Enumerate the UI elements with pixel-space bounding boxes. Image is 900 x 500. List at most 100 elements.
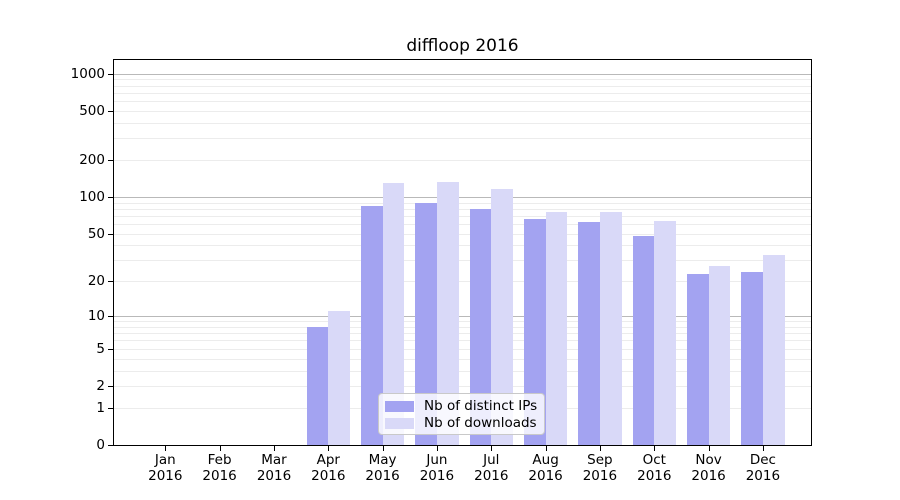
- gridline: [114, 333, 811, 335]
- x-tick-label: Jan 2016: [133, 452, 197, 484]
- y-tick-label: 0: [96, 437, 105, 453]
- x-tick-label-year: 2016: [256, 468, 292, 484]
- x-tick-label: Aug 2016: [514, 452, 578, 484]
- x-tick-label-year: 2016: [419, 468, 455, 484]
- x-tick-label-year: 2016: [582, 468, 618, 484]
- gridline: [114, 233, 811, 235]
- legend-label-distinct-ips: Nb of distinct IPs: [424, 398, 538, 414]
- y-tick-label: 20: [87, 273, 105, 290]
- bar-ips-nov: [686, 274, 709, 445]
- y-tick-label: 200: [79, 151, 105, 168]
- x-tick-label-month: Nov: [695, 452, 722, 468]
- x-tick-label-year: 2016: [365, 468, 400, 484]
- y-tick: [108, 110, 113, 112]
- bar-downloads-jun: [436, 181, 459, 445]
- x-tick-label: Nov 2016: [677, 452, 741, 484]
- y-tick: [108, 233, 113, 235]
- gridline: [114, 385, 811, 387]
- x-tick-label-year: 2016: [691, 468, 726, 484]
- x-tick-label-year: 2016: [311, 468, 346, 484]
- gridline: [114, 122, 811, 124]
- x-tick-label-month: Oct: [642, 452, 666, 468]
- bar-ips-jul: [469, 209, 492, 445]
- x-tick-label: Feb 2016: [188, 452, 252, 484]
- legend-item-distinct-ips: Nb of distinct IPs: [385, 398, 537, 415]
- legend-swatch-downloads-icon: [385, 418, 414, 429]
- y-tick: [108, 348, 113, 350]
- x-tick: [654, 446, 656, 451]
- bar-downloads-dec: [762, 255, 785, 445]
- gridline: [114, 85, 811, 87]
- x-tick-label: Oct 2016: [622, 452, 686, 484]
- bar-downloads-oct: [654, 220, 676, 445]
- gridline: [114, 321, 811, 323]
- x-tick-label-month: Apr: [316, 452, 340, 468]
- x-tick-label-month: Jan: [154, 452, 176, 468]
- bar-ips-apr: [306, 326, 329, 445]
- x-tick: [274, 446, 276, 451]
- x-tick: [545, 446, 547, 451]
- x-tick-label: Jun 2016: [405, 452, 469, 484]
- x-tick: [328, 446, 330, 451]
- bar-ips-aug: [523, 218, 546, 445]
- y-tick-label: 100: [79, 188, 105, 205]
- y-tick-label: 10: [87, 308, 105, 325]
- y-tick: [108, 316, 113, 318]
- x-tick-label-month: Feb: [207, 452, 232, 468]
- gridline: [114, 73, 811, 75]
- x-tick-label-year: 2016: [745, 468, 781, 484]
- x-tick-label: Apr 2016: [296, 452, 360, 484]
- x-tick-label-year: 2016: [148, 468, 183, 484]
- bar-downloads-jul: [491, 189, 513, 445]
- gridline: [114, 245, 811, 247]
- y-tick: [108, 73, 113, 75]
- bar-downloads-aug: [545, 211, 568, 445]
- gridline: [114, 340, 811, 342]
- gridline: [114, 101, 811, 102]
- gridline: [114, 358, 811, 360]
- gridline: [114, 138, 811, 140]
- y-tick-label: 1000: [70, 65, 105, 82]
- y-tick-label: 500: [79, 102, 105, 119]
- bar-ips-oct: [632, 235, 655, 445]
- y-tick: [108, 445, 113, 447]
- y-tick: [108, 281, 113, 283]
- x-tick: [599, 446, 602, 451]
- y-tick: [108, 196, 113, 199]
- gridline: [114, 215, 811, 217]
- gridline: [114, 326, 811, 328]
- x-tick: [708, 446, 710, 451]
- x-tick-label-year: 2016: [637, 468, 672, 484]
- x-tick-label-month: Sep: [587, 452, 613, 468]
- legend-item-downloads: Nb of downloads: [385, 415, 537, 432]
- x-tick-label-month: Mar: [261, 452, 287, 468]
- bar-ips-sep: [578, 222, 600, 445]
- x-tick-label-month: Aug: [532, 452, 559, 468]
- x-tick: [382, 446, 384, 451]
- bar-ips-dec: [741, 271, 763, 445]
- legend-swatch-distinct-ips-icon: [385, 401, 414, 412]
- bar-downloads-nov: [708, 265, 731, 445]
- x-tick: [491, 446, 493, 451]
- bar-ips-jun: [415, 202, 437, 445]
- gridline: [114, 159, 811, 161]
- legend-label-downloads: Nb of downloads: [424, 415, 537, 431]
- y-tick-label: 5: [96, 340, 105, 357]
- x-tick-label-month: Jun: [426, 452, 448, 468]
- x-tick-label-month: Dec: [749, 452, 776, 468]
- gridline: [114, 260, 811, 262]
- x-tick-label-year: 2016: [528, 468, 563, 484]
- gridline: [114, 196, 811, 198]
- legend: Nb of distinct IPs Nb of downloads: [378, 393, 545, 435]
- bar-downloads-sep: [599, 212, 622, 445]
- gridline: [114, 224, 811, 225]
- y-tick-label: 2: [96, 377, 105, 394]
- x-tick-label: Mar 2016: [242, 452, 306, 484]
- y-tick: [108, 385, 113, 388]
- x-tick: [436, 446, 439, 451]
- gridline: [114, 92, 811, 94]
- bar-ips-may: [360, 206, 383, 445]
- x-tick-label: Sep 2016: [568, 452, 632, 484]
- x-tick: [219, 446, 221, 451]
